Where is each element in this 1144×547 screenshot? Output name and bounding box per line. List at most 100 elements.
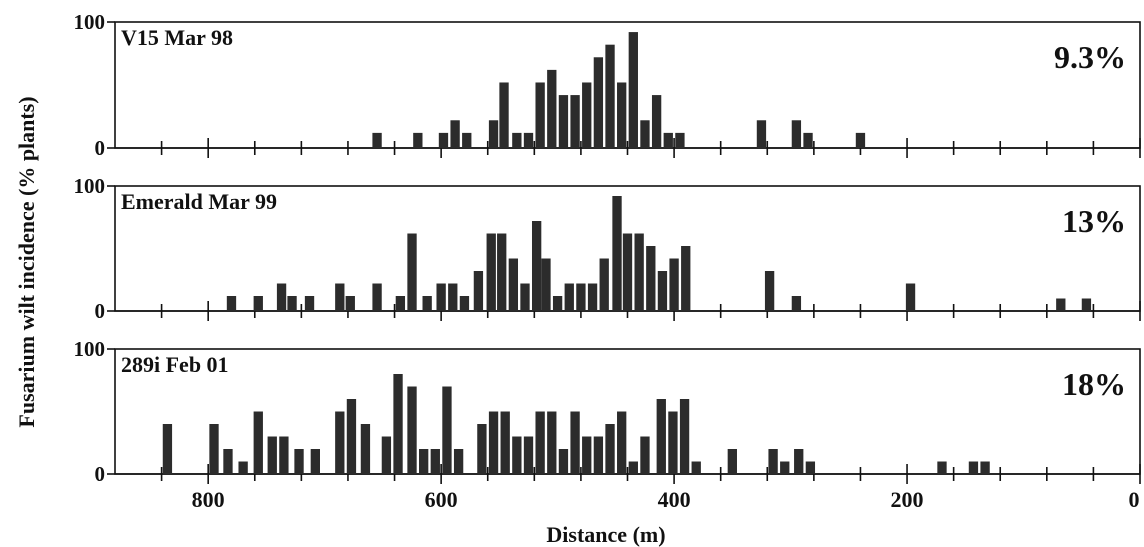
bar: [304, 296, 315, 311]
bar: [499, 82, 509, 148]
bar: [640, 120, 650, 148]
bar: [558, 449, 569, 474]
y-axis-label: Fusarium wilt incidence (% plants): [14, 96, 39, 427]
bar: [279, 436, 289, 474]
bar: [805, 461, 816, 474]
bar: [651, 95, 662, 148]
bar: [558, 95, 569, 148]
bar: [691, 461, 701, 474]
bar: [640, 436, 650, 474]
bar: [937, 461, 947, 474]
bar: [473, 271, 484, 311]
bar: [727, 449, 737, 474]
bar: [599, 258, 609, 311]
bar: [486, 233, 496, 311]
bar: [535, 411, 545, 474]
bar: [675, 132, 685, 148]
bar: [287, 296, 297, 311]
bar: [335, 283, 345, 311]
bar: [523, 436, 534, 474]
bar: [438, 132, 449, 148]
bar: [477, 424, 487, 474]
bar: [294, 449, 304, 474]
bar: [535, 82, 545, 148]
bar: [488, 411, 499, 474]
bar: [462, 132, 472, 148]
bar: [453, 449, 464, 474]
bar: [564, 283, 574, 311]
bar: [541, 258, 551, 311]
y-tick-label: 0: [95, 462, 106, 486]
bar: [238, 461, 248, 474]
bar: [422, 296, 432, 311]
bar: [1056, 298, 1066, 311]
bar: [794, 449, 804, 474]
bar: [679, 399, 690, 474]
bar: [500, 411, 510, 474]
bar: [663, 132, 673, 148]
bar: [209, 424, 219, 474]
bar: [646, 246, 656, 311]
x-tick-label: 200: [891, 487, 924, 512]
incidence-label: 13%: [1062, 203, 1126, 239]
x-tick-label: 0: [1129, 487, 1140, 512]
bar: [628, 461, 638, 474]
bar: [276, 283, 287, 311]
bar: [442, 386, 452, 474]
y-tick-label: 100: [74, 10, 106, 34]
bar: [547, 69, 557, 148]
bar: [622, 233, 633, 311]
x-tick-label: 800: [192, 487, 225, 512]
bar: [756, 120, 767, 148]
y-tick-label: 100: [74, 174, 106, 198]
bar: [520, 283, 530, 311]
bar: [407, 233, 417, 311]
bar: [346, 399, 357, 474]
bar: [768, 449, 778, 474]
x-axis-label: Distance (m): [546, 522, 665, 547]
incidence-label: 9.3%: [1054, 39, 1126, 75]
bar: [419, 449, 429, 474]
bar: [413, 132, 423, 148]
bar: [803, 132, 813, 148]
bar: [582, 436, 592, 474]
bar: [345, 296, 355, 311]
y-tick-label: 0: [95, 299, 106, 323]
bar: [628, 32, 638, 148]
panel-3: 0 100 289i Feb 01 18%: [74, 337, 1141, 486]
bar: [791, 296, 802, 311]
bar: [508, 258, 519, 311]
bar: [605, 424, 615, 474]
bar: [407, 386, 417, 474]
bar: [226, 296, 237, 311]
bar: [587, 283, 598, 311]
panel-frame: [114, 21, 1141, 149]
bar: [531, 221, 542, 311]
bar: [162, 424, 173, 474]
bar: [223, 449, 233, 474]
bar: [968, 461, 979, 474]
bar: [253, 411, 263, 474]
bar: [855, 132, 866, 148]
bar: [381, 436, 392, 474]
bar: [360, 424, 371, 474]
x-tick-labels: 800 600 400 200 0: [192, 487, 1140, 512]
panel-1: 0 100 V15 Mar 98 9.3%: [74, 10, 1141, 160]
bar: [253, 296, 263, 311]
bar: [617, 411, 627, 474]
bar: [669, 258, 679, 311]
bar: [436, 283, 446, 311]
bar: [459, 296, 470, 311]
y-tick-label: 0: [95, 136, 106, 160]
bar: [372, 283, 382, 311]
bar: [582, 82, 592, 148]
bar: [668, 411, 678, 474]
bar: [497, 233, 507, 311]
bar: [512, 436, 522, 474]
bar: [593, 57, 604, 148]
panel-2: 0 100 Emerald Mar 99 13%: [74, 174, 1141, 323]
bar: [1081, 298, 1092, 311]
panel-title: 289i Feb 01: [121, 352, 229, 377]
